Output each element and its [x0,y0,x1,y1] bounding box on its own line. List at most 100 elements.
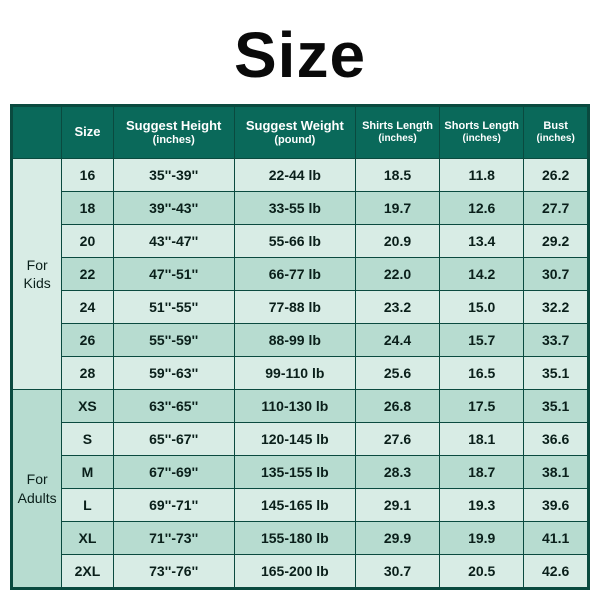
table-row: 2859''-63''99-110 lb25.616.535.1 [13,357,588,390]
cell-bust: 30.7 [524,258,588,291]
table-row: S65''-67''120-145 lb27.618.136.6 [13,423,588,456]
cell-height: 63''-65'' [113,390,234,423]
cell-weight: 88-99 lb [234,324,355,357]
cell-shorts: 14.2 [440,258,524,291]
group-label-l1: For [13,256,61,274]
cell-shorts: 11.8 [440,159,524,192]
cell-height: 39''-43'' [113,192,234,225]
cell-bust: 32.2 [524,291,588,324]
cell-weight: 145-165 lb [234,489,355,522]
col-height-l1: Suggest Height [114,119,234,134]
cell-size: 28 [62,357,113,390]
cell-shorts: 19.3 [440,489,524,522]
cell-shorts: 16.5 [440,357,524,390]
col-bust-l1: Bust [524,120,587,133]
size-table: Size Suggest Height (inches) Suggest Wei… [12,106,588,588]
col-weight: Suggest Weight (pound) [234,107,355,159]
cell-shirts: 24.4 [355,324,439,357]
table-row: ForAdultsXS63''-65''110-130 lb26.817.535… [13,390,588,423]
cell-bust: 38.1 [524,456,588,489]
cell-weight: 120-145 lb [234,423,355,456]
cell-shirts: 26.8 [355,390,439,423]
table-row: M67''-69''135-155 lb28.318.738.1 [13,456,588,489]
col-group [13,107,62,159]
col-size: Size [62,107,113,159]
cell-bust: 42.6 [524,555,588,588]
cell-weight: 135-155 lb [234,456,355,489]
header-row: Size Suggest Height (inches) Suggest Wei… [13,107,588,159]
cell-size: L [62,489,113,522]
cell-bust: 41.1 [524,522,588,555]
cell-shorts: 13.4 [440,225,524,258]
size-table-container: Size Suggest Height (inches) Suggest Wei… [10,104,590,590]
col-height: Suggest Height (inches) [113,107,234,159]
cell-bust: 26.2 [524,159,588,192]
col-shorts: Shorts Length (inches) [440,107,524,159]
col-bust-l2: (inches) [524,133,587,145]
cell-size: M [62,456,113,489]
table-row: XL71''-73''155-180 lb29.919.941.1 [13,522,588,555]
col-shorts-l2: (inches) [440,133,523,145]
page-title: Size [234,18,366,92]
cell-height: 73''-76'' [113,555,234,588]
cell-height: 55''-59'' [113,324,234,357]
table-row: 2247''-51''66-77 lb22.014.230.7 [13,258,588,291]
cell-shorts: 15.7 [440,324,524,357]
cell-height: 67''-69'' [113,456,234,489]
cell-shorts: 19.9 [440,522,524,555]
cell-weight: 22-44 lb [234,159,355,192]
cell-bust: 27.7 [524,192,588,225]
group-label-l1: For [13,470,61,488]
group-label: ForKids [13,159,62,390]
cell-size: 16 [62,159,113,192]
cell-size: S [62,423,113,456]
cell-shirts: 25.6 [355,357,439,390]
group-label-l2: Kids [13,274,61,292]
cell-shorts: 17.5 [440,390,524,423]
cell-bust: 35.1 [524,357,588,390]
col-shirts-l2: (inches) [356,133,439,145]
cell-height: 47''-51'' [113,258,234,291]
cell-weight: 155-180 lb [234,522,355,555]
cell-size: XL [62,522,113,555]
cell-height: 65''-67'' [113,423,234,456]
cell-weight: 77-88 lb [234,291,355,324]
table-row: L69''-71''145-165 lb29.119.339.6 [13,489,588,522]
cell-height: 51''-55'' [113,291,234,324]
table-row: 2451''-55''77-88 lb23.215.032.2 [13,291,588,324]
group-label-l2: Adults [13,489,61,507]
cell-shirts: 28.3 [355,456,439,489]
cell-height: 35''-39'' [113,159,234,192]
cell-bust: 33.7 [524,324,588,357]
cell-shirts: 27.6 [355,423,439,456]
cell-weight: 99-110 lb [234,357,355,390]
cell-shorts: 18.7 [440,456,524,489]
cell-size: 24 [62,291,113,324]
cell-weight: 66-77 lb [234,258,355,291]
cell-size: 2XL [62,555,113,588]
cell-weight: 33-55 lb [234,192,355,225]
cell-shirts: 30.7 [355,555,439,588]
cell-bust: 35.1 [524,390,588,423]
table-row: 2XL73''-76''165-200 lb30.720.542.6 [13,555,588,588]
table-row: 1839''-43''33-55 lb19.712.627.7 [13,192,588,225]
table-row: 2655''-59''88-99 lb24.415.733.7 [13,324,588,357]
cell-bust: 29.2 [524,225,588,258]
cell-weight: 55-66 lb [234,225,355,258]
cell-height: 43''-47'' [113,225,234,258]
col-shirts-l1: Shirts Length [356,120,439,133]
cell-bust: 36.6 [524,423,588,456]
cell-shirts: 29.9 [355,522,439,555]
cell-height: 69''-71'' [113,489,234,522]
cell-shirts: 29.1 [355,489,439,522]
cell-shirts: 20.9 [355,225,439,258]
table-row: 2043''-47''55-66 lb20.913.429.2 [13,225,588,258]
cell-shirts: 19.7 [355,192,439,225]
col-weight-l1: Suggest Weight [235,119,355,134]
table-row: ForKids1635''-39''22-44 lb18.511.826.2 [13,159,588,192]
col-shorts-l1: Shorts Length [440,120,523,133]
cell-weight: 165-200 lb [234,555,355,588]
group-adults: ForAdultsXS63''-65''110-130 lb26.817.535… [13,390,588,588]
cell-height: 71''-73'' [113,522,234,555]
cell-size: XS [62,390,113,423]
